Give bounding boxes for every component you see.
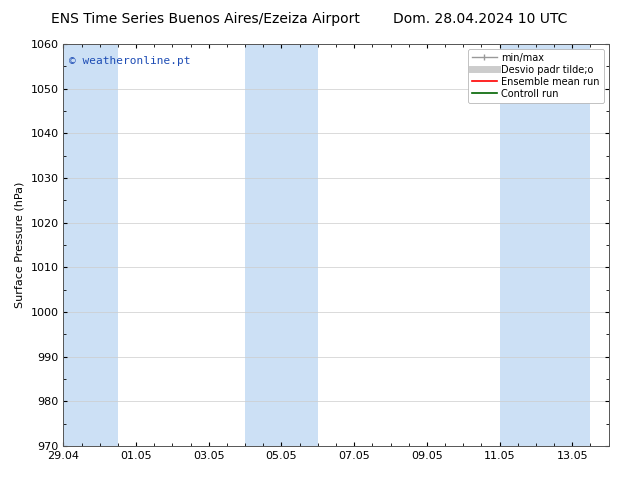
Bar: [245, 44, 318, 446]
Bar: [500, 44, 590, 446]
Legend: min/max, Desvio padr tilde;o, Ensemble mean run, Controll run: min/max, Desvio padr tilde;o, Ensemble m…: [469, 49, 604, 102]
Text: Dom. 28.04.2024 10 UTC: Dom. 28.04.2024 10 UTC: [393, 12, 567, 26]
Text: © weatheronline.pt: © weatheronline.pt: [69, 56, 190, 66]
Y-axis label: Surface Pressure (hPa): Surface Pressure (hPa): [15, 182, 25, 308]
Text: ENS Time Series Buenos Aires/Ezeiza Airport: ENS Time Series Buenos Aires/Ezeiza Airp…: [51, 12, 359, 26]
Bar: [63, 44, 118, 446]
